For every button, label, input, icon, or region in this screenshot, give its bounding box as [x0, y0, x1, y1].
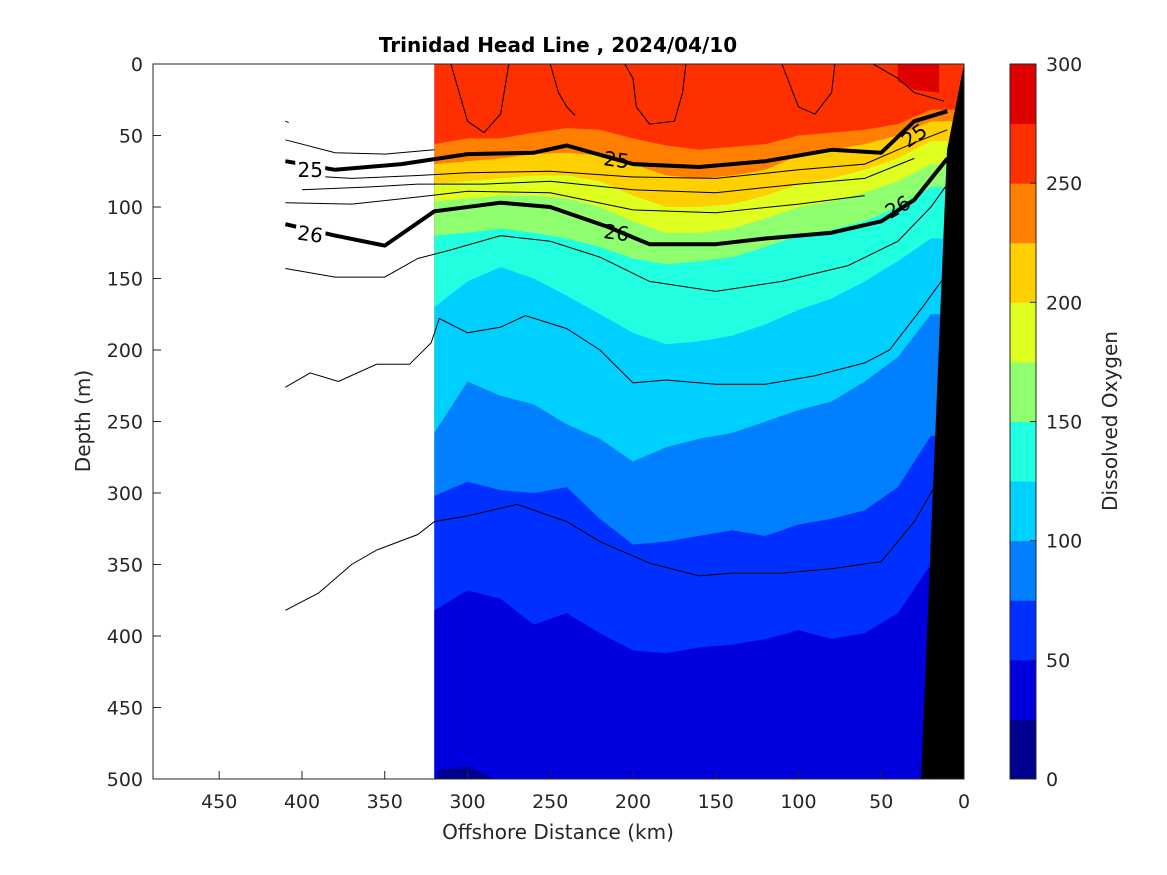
colorbar-segment [1010, 242, 1036, 303]
contour-line-4 [285, 183, 948, 292]
y-tick-label: 350 [107, 555, 143, 577]
isopycnal-25 [285, 109, 948, 172]
x-tick-label: 200 [615, 791, 651, 813]
contour-line-8 [450, 64, 510, 134]
x-tick-label: 400 [284, 791, 320, 813]
y-tick-label: 100 [107, 197, 143, 219]
contour-line-5 [285, 272, 948, 388]
colorbar-tick-label: 300 [1046, 54, 1082, 76]
y-tick-label: 400 [107, 626, 143, 648]
contour-line-1 [301, 129, 948, 179]
x-tick-label: 150 [698, 791, 734, 813]
oxygen-band-50 [434, 564, 964, 779]
colorbar-segment [1010, 659, 1036, 720]
colorbar-segment [1010, 540, 1036, 601]
colorbar-tick-label: 150 [1046, 412, 1082, 434]
colorbar-segment [1010, 421, 1036, 482]
y-tick-label: 500 [107, 769, 143, 791]
y-tick-label: 200 [107, 340, 143, 362]
chart-title: Trinidad Head Line , 2024/04/10 [379, 33, 737, 57]
colorbar-segment [1010, 64, 1036, 125]
colorbar-segment [1010, 302, 1036, 363]
x-tick-label: 450 [201, 791, 237, 813]
thin-contour-layer [285, 64, 948, 611]
colorbar-segment [1010, 361, 1036, 422]
colorbar-segment [1010, 600, 1036, 661]
x-tick-label: 300 [449, 791, 485, 813]
x-tick-label: 250 [532, 791, 568, 813]
isopycnal-label-26: 26 [602, 219, 631, 246]
x-tick-label: 350 [367, 791, 403, 813]
colorbar-tick-label: 250 [1046, 173, 1082, 195]
contour-line-2 [301, 157, 915, 194]
y-tick-label: 150 [107, 269, 143, 291]
oxygen-band-bottom [437, 766, 493, 779]
y-axis-label: Depth (m) [71, 370, 95, 472]
y-axis: 0 50 100 150 200 250 300 350 400 450 500 [107, 54, 161, 791]
isopycnal-label-bg [293, 220, 327, 247]
isopycnal-label-26: 26 [296, 221, 325, 248]
colorbar-segment [1010, 481, 1036, 542]
colorbar-tick-label: 0 [1046, 769, 1058, 791]
colorbar-label: Dissolved Oxygen [1098, 331, 1122, 511]
isopycnal-label-25: 25 [298, 158, 323, 182]
contour-line-12 [285, 120, 289, 124]
y-tick-label: 0 [131, 54, 143, 76]
contour-line-10 [624, 64, 687, 125]
colorbar-tick-label: 200 [1046, 292, 1082, 314]
y-tick-label: 450 [107, 698, 143, 720]
contour-line-6 [285, 478, 940, 611]
x-axis-label: Offshore Distance (km) [442, 820, 674, 844]
x-tick-label: 0 [958, 791, 970, 813]
contour-line-11 [781, 64, 836, 115]
x-tick-label: 50 [869, 791, 893, 813]
y-tick-label: 250 [107, 412, 143, 434]
colorbar-segment [1010, 123, 1036, 184]
contour-line-3 [285, 190, 865, 214]
y-tick-label: 300 [107, 483, 143, 505]
contour-line-0 [285, 139, 435, 155]
oxygen-fill-layer [434, 64, 964, 779]
isopycnal-label-bg [295, 157, 326, 180]
colorbar-segment [1010, 183, 1036, 244]
isopycnal-label-25: 25 [602, 146, 631, 173]
colorbar-segment [1010, 719, 1036, 780]
x-tick-label: 100 [780, 791, 816, 813]
oxygen-band-275 [897, 64, 940, 93]
colorbar-tick-label: 50 [1046, 650, 1070, 672]
contour-line-7 [872, 64, 945, 102]
colorbar: 0 50 100 150 200 250 300 [1009, 54, 1082, 791]
seafloor-mask [921, 64, 964, 779]
colorbar-tick-label: 100 [1046, 531, 1082, 553]
isopycnal-26 [284, 157, 949, 248]
contour-line-9 [549, 64, 576, 116]
y-tick-label: 50 [119, 126, 143, 148]
x-axis: 450 400 350 300 250 200 150 100 50 0 [201, 771, 970, 813]
